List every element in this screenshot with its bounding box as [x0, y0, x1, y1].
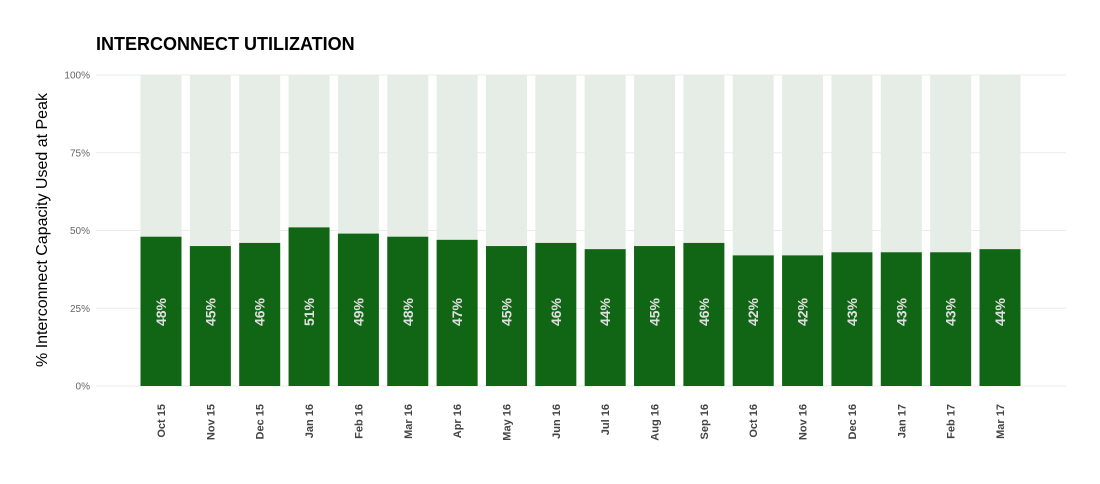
value-labels: 48% 45% 46% 51% 49% 48% 47% 45% 46% 44% 45% 46% 42% 4…: [153, 297, 1008, 326]
value-label: 49%: [350, 297, 366, 326]
bar: [979, 249, 1021, 386]
value-label: 42%: [745, 297, 761, 326]
bar: [189, 246, 231, 386]
value-label: 42%: [795, 297, 811, 326]
bar: [584, 249, 626, 386]
bar: [930, 252, 972, 386]
value-label: 45%: [202, 297, 218, 326]
x-tick-label: Jan 17: [896, 404, 908, 438]
bar: [782, 255, 824, 386]
bar: [831, 252, 873, 386]
y-tick-label: 0%: [76, 382, 91, 393]
x-tick-label: Apr 16: [452, 404, 464, 438]
bar: [288, 227, 330, 386]
value-label: 46%: [696, 297, 712, 326]
x-tick-label: Dec 16: [847, 404, 859, 439]
x-tick-label: Nov 16: [798, 404, 810, 440]
y-tick-label: 100%: [64, 71, 90, 82]
bar: [634, 246, 676, 386]
value-label: 51%: [301, 297, 317, 326]
x-tick-label: Sep 16: [699, 404, 711, 439]
x-tick-label: Oct 15: [156, 404, 168, 438]
bar: [485, 246, 527, 386]
value-label: 45%: [498, 297, 514, 326]
x-tick-label: Aug 16: [650, 404, 662, 441]
y-axis-label: % Interconnect Capacity Used at Peak: [34, 92, 51, 367]
x-tick-label: Mar 17: [995, 404, 1007, 439]
data-bars: [140, 227, 1021, 386]
value-label: 48%: [400, 297, 416, 326]
y-axis-ticks: 0% 25% 50% 75% 100%: [64, 71, 90, 393]
value-label: 45%: [647, 297, 663, 326]
value-label: 44%: [992, 297, 1008, 326]
value-label: 47%: [449, 297, 465, 326]
value-label: 46%: [548, 297, 564, 326]
bar: [732, 255, 774, 386]
value-label: 44%: [597, 297, 613, 326]
bar: [337, 233, 379, 386]
bar: [239, 242, 281, 386]
x-tick-label: Mar 16: [403, 404, 415, 439]
y-tick-label: 75%: [70, 148, 90, 159]
x-tick-label: Dec 15: [255, 404, 267, 439]
x-tick-label: Jul 16: [600, 404, 612, 435]
bar: [535, 242, 577, 386]
y-tick-label: 25%: [70, 304, 90, 315]
bar: [140, 236, 182, 386]
x-tick-label: Feb 17: [946, 404, 958, 439]
value-label: 43%: [844, 297, 860, 326]
x-tick-label: Jun 16: [551, 404, 563, 439]
x-tick-label: Oct 16: [748, 404, 760, 438]
x-axis-ticks: Oct 15 Nov 15 Dec 15 Jan 16 Feb 16 Mar 16 Apr …: [156, 404, 1007, 441]
bar: [880, 252, 922, 386]
value-label: 43%: [943, 297, 959, 326]
bar: [387, 236, 429, 386]
y-tick-label: 50%: [70, 226, 90, 237]
x-tick-label: Jan 16: [304, 404, 316, 438]
bar: [436, 239, 478, 386]
value-label: 48%: [153, 297, 169, 326]
x-tick-label: Nov 15: [205, 404, 217, 440]
x-tick-label: May 16: [501, 404, 513, 441]
x-tick-label: Feb 16: [353, 404, 365, 439]
value-label: 43%: [893, 297, 909, 326]
value-label: 46%: [252, 297, 268, 326]
chart-title: INTERCONNECT UTILIZATION: [96, 34, 355, 54]
bar: [683, 242, 725, 386]
